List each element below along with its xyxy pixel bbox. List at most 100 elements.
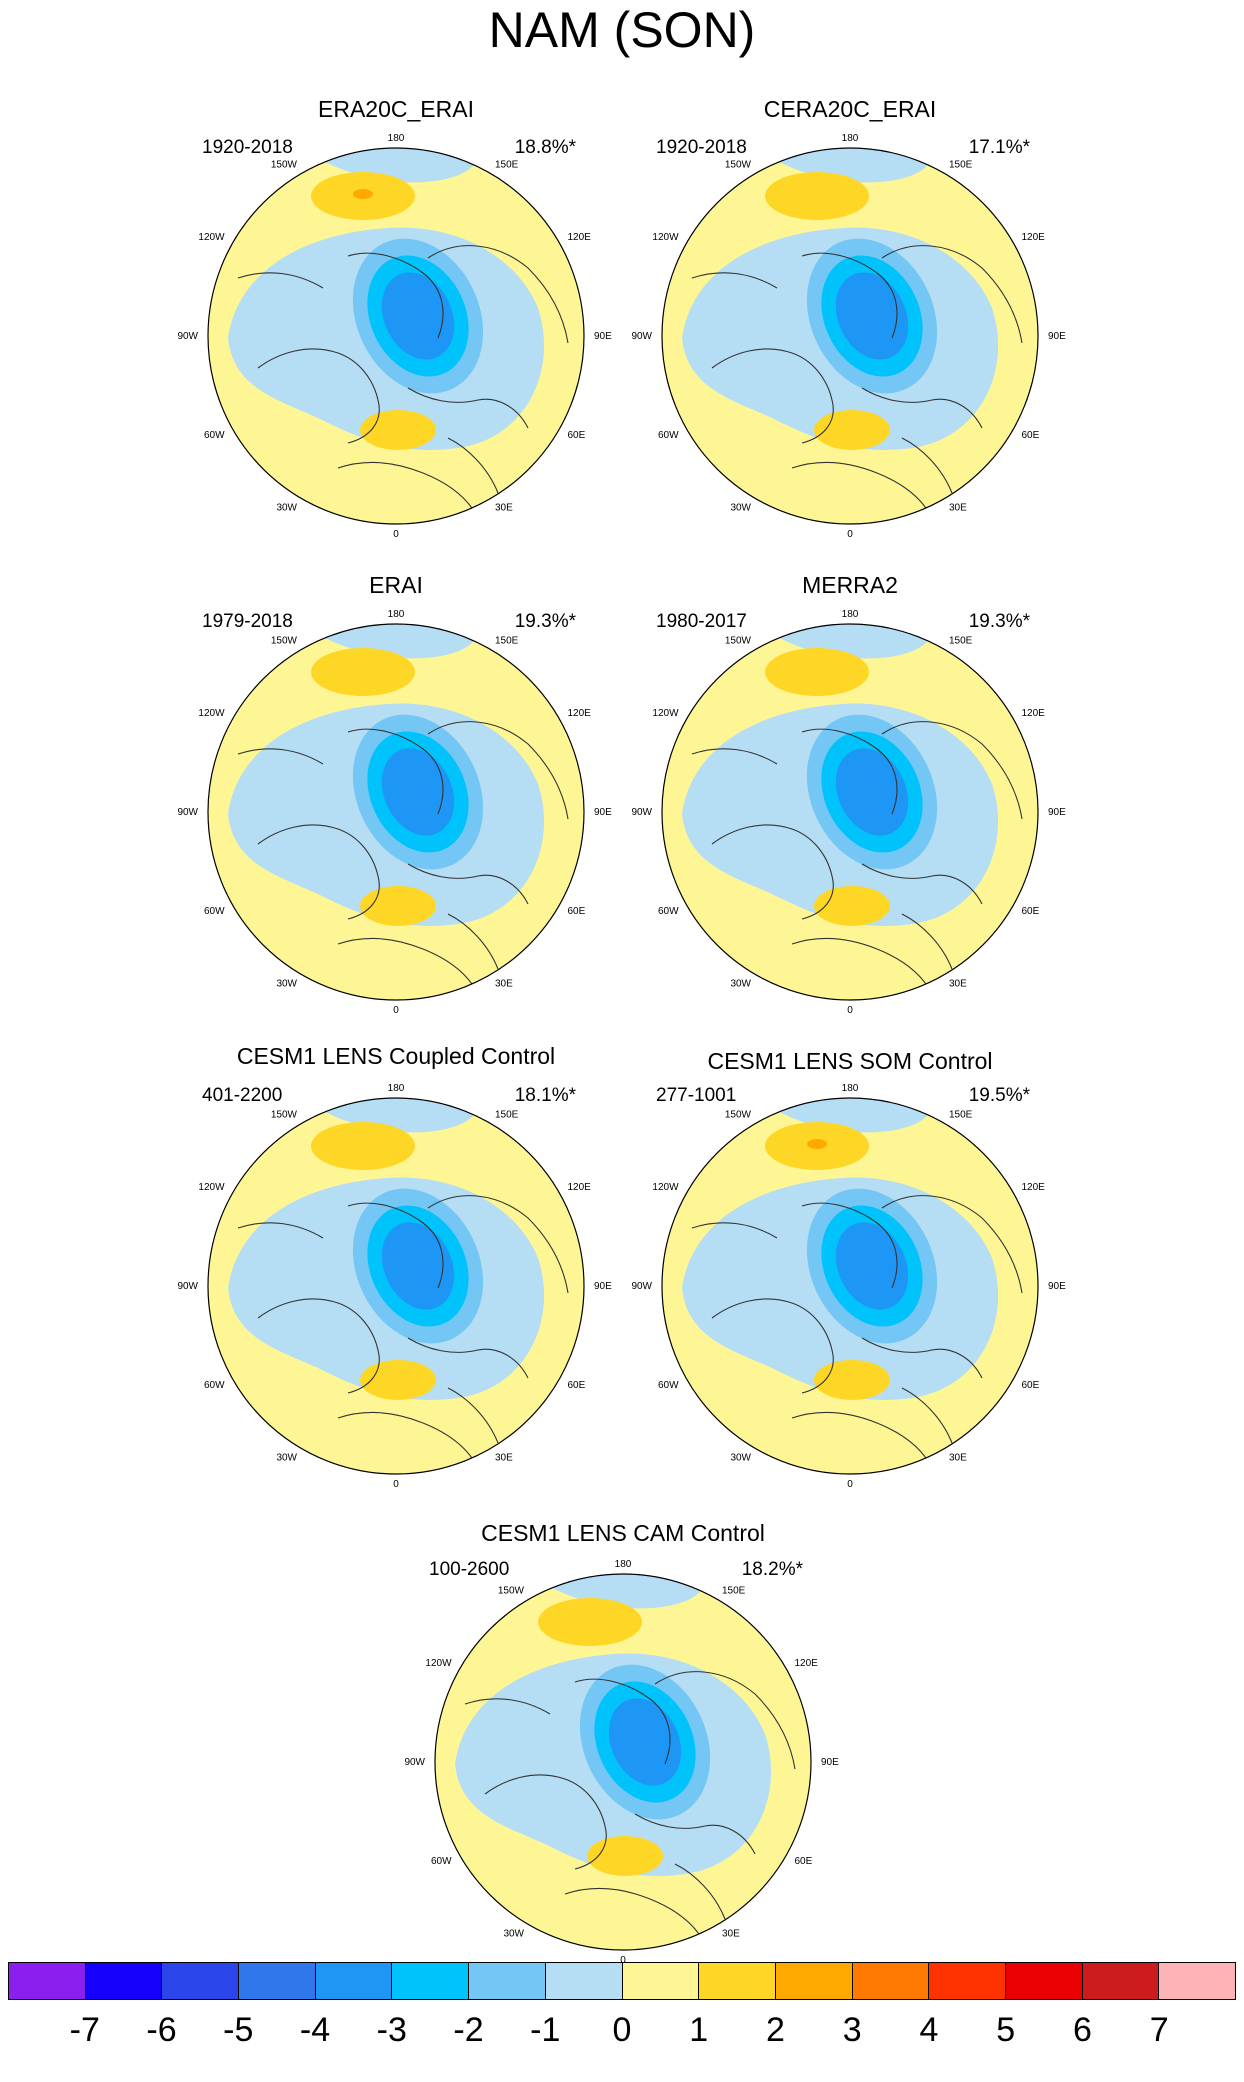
polar-vortex-contour: [835, 272, 909, 360]
colorbar-tick-label: 4: [919, 2011, 939, 2049]
longitude-label: 30W: [730, 978, 751, 989]
coastline: [564, 1888, 706, 1945]
longitude-label: 180: [842, 133, 859, 144]
atlantic-high: [814, 1360, 890, 1400]
atlantic-high: [814, 410, 890, 450]
longitude-label: 30W: [276, 1452, 297, 1463]
longitude-label: 0: [847, 529, 853, 540]
panel-period-erai: 1979-2018: [202, 611, 293, 632]
longitude-label: 120W: [652, 232, 679, 243]
map-boundary: [661, 623, 1039, 1001]
panel-period-cesm1-cam: 100-2600: [429, 1559, 510, 1580]
panel-period-era20c-erai: 1920-2018: [202, 137, 293, 158]
coastline: [881, 1195, 1023, 1294]
polar-map-erai: 180 150E 120E 90E 60E 30E 0 30W 60W 90W 120W 150W: [177, 609, 612, 1016]
longitude-label: 30W: [730, 1452, 751, 1463]
coastline: [257, 824, 380, 920]
longitude-label: 120W: [652, 708, 679, 719]
coastline: [881, 245, 1023, 344]
longitude-label: 30E: [949, 502, 967, 513]
panel-period-merra2: 1980-2017: [656, 611, 747, 632]
longitude-label: 90W: [177, 331, 198, 342]
longitude-label: 180: [842, 1083, 859, 1094]
panel-percent-merra2: 19.3%*: [968, 611, 1030, 632]
colorbar-tick-label: -1: [530, 2011, 561, 2049]
coastline: [237, 272, 324, 289]
longitude-label: 30E: [495, 978, 513, 989]
coastline: [711, 348, 834, 444]
coastline: [237, 1222, 324, 1239]
colorbar-swatch: [1082, 1963, 1160, 1999]
coastline: [674, 1863, 726, 1920]
longitude-label: 90W: [631, 1281, 652, 1292]
colorbar-tick-label: 0: [612, 2011, 632, 2049]
coastline: [337, 938, 479, 995]
map-boundary: [434, 1573, 812, 1951]
polar-map-cesm1-coupled: 180 150E 120E 90E 60E 30E 0 30W 60W 90W 120W 150W: [177, 1083, 612, 1490]
longitude-label: 60E: [567, 906, 585, 917]
coastline: [257, 348, 380, 444]
panel-percent-cera20c-erai: 17.1%*: [968, 137, 1030, 158]
longitude-label: 150W: [271, 160, 298, 171]
colorbar-swatch: [392, 1963, 470, 1999]
longitude-label: 90E: [594, 1281, 612, 1292]
coastline: [691, 748, 778, 765]
colorbar-tick-label: 2: [766, 2011, 785, 2049]
colorbar-swatch: [1159, 1963, 1235, 1999]
coastline: [901, 913, 953, 970]
longitude-label: 150W: [498, 1586, 525, 1597]
panel-title-erai: ERAI: [369, 572, 423, 598]
longitude-label: 60W: [658, 906, 679, 917]
longitude-label: 60E: [1021, 1380, 1039, 1391]
coastline: [574, 1678, 671, 1765]
longitude-label: 60E: [794, 1856, 812, 1867]
main-title: NAM (SON): [488, 2, 756, 58]
coastline: [711, 824, 834, 920]
pacific-high: [311, 1122, 415, 1170]
longitude-label: 180: [388, 609, 405, 620]
polar-vortex-contour: [835, 748, 909, 836]
longitude-label: 120E: [1021, 232, 1045, 243]
coastline: [861, 863, 983, 905]
coastline: [861, 1337, 983, 1379]
colorbar: [8, 1962, 1236, 2000]
atlantic-high: [360, 1360, 436, 1400]
map-boundary: [661, 1097, 1039, 1475]
coastline: [861, 387, 983, 429]
panel-percent-era20c-erai: 18.8%*: [514, 137, 576, 158]
longitude-label: 90E: [1048, 1281, 1066, 1292]
longitude-label: 120W: [425, 1658, 452, 1669]
polar-map-merra2: 180 150E 120E 90E 60E 30E 0 30W 60W 90W 120W 150W: [631, 609, 1066, 1016]
coastline: [407, 863, 529, 905]
longitude-label: 120W: [652, 1182, 679, 1193]
pacific-high: [765, 648, 869, 696]
longitude-label: 150W: [271, 1110, 298, 1121]
atlantic-high: [360, 886, 436, 926]
coastline: [464, 1698, 551, 1715]
longitude-label: 60E: [567, 430, 585, 441]
longitude-label: 90E: [594, 807, 612, 818]
longitude-label: 90E: [1048, 807, 1066, 818]
colorbar-swatch: [699, 1963, 776, 1999]
pacific-high: [311, 648, 415, 696]
coastline: [407, 1337, 529, 1379]
coastline: [447, 913, 499, 970]
coastline: [791, 1412, 933, 1469]
longitude-label: 30E: [949, 978, 967, 989]
colorbar-swatch: [929, 1963, 1006, 1999]
coastline: [711, 1298, 834, 1394]
longitude-label: 150W: [725, 636, 752, 647]
longitude-label: 150W: [725, 160, 752, 171]
longitude-label: 60W: [204, 906, 225, 917]
panel-period-cera20c-erai: 1920-2018: [656, 137, 747, 158]
colorbar-tick-label: 1: [689, 2011, 709, 2049]
longitude-label: 60W: [204, 430, 225, 441]
colorbar-swatch: [545, 1963, 623, 1999]
coastline: [881, 721, 1023, 820]
colorbar-tick-label: 7: [1149, 2011, 1169, 2049]
panel-percent-cesm1-coupled: 18.1%*: [514, 1085, 576, 1106]
colorbar-tick-label: -7: [69, 2011, 100, 2049]
colorbar-tick-label: -3: [376, 2011, 407, 2049]
longitude-label: 90W: [404, 1757, 425, 1768]
map-boundary: [207, 147, 585, 525]
